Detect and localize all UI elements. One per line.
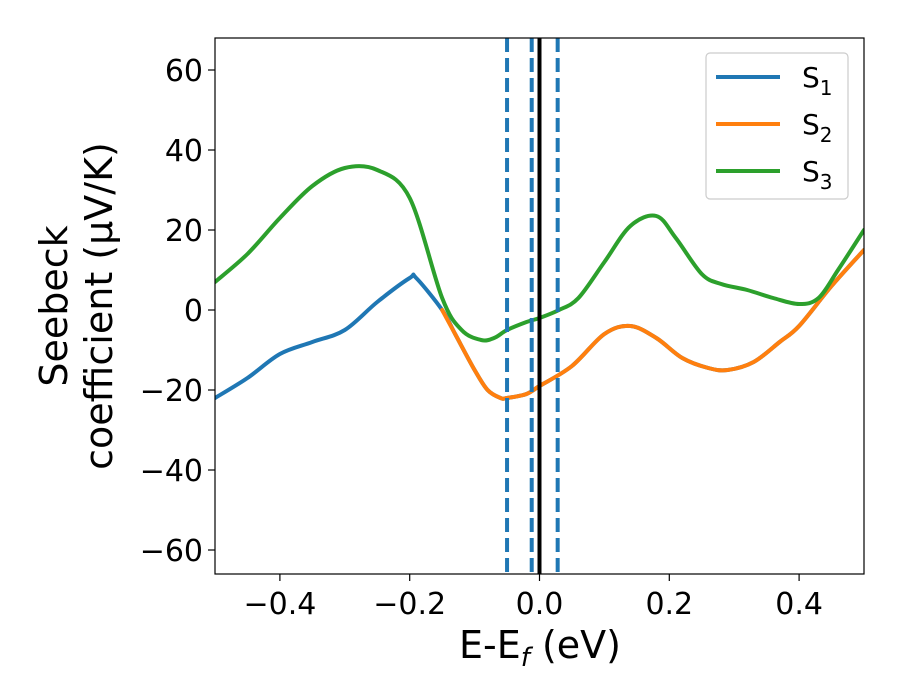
legend-label-s1: S1 bbox=[802, 61, 833, 100]
legend-label-s3: S3 bbox=[802, 155, 833, 194]
series-layer bbox=[215, 164, 864, 401]
y-tick-label: 40 bbox=[165, 134, 203, 169]
y-tick-label: −60 bbox=[140, 534, 203, 569]
x-axis-label-suffix: (eV) bbox=[530, 623, 621, 667]
y-axis-label-line2: coefficient (μV/K) bbox=[77, 142, 121, 470]
series-line-s2 bbox=[440, 248, 864, 401]
y-tick-label: −40 bbox=[140, 454, 203, 489]
x-tick-label: −0.4 bbox=[243, 587, 316, 622]
y-tick-label: 60 bbox=[165, 54, 203, 89]
legend-label-s2: S2 bbox=[802, 108, 833, 147]
x-tick-label: 0.0 bbox=[516, 587, 564, 622]
x-axis-label: E-Ef (eV) bbox=[459, 623, 621, 673]
y-tick-label: 20 bbox=[165, 214, 203, 249]
y-tick-label: 0 bbox=[184, 294, 203, 329]
legend: S1 S2 S3 bbox=[705, 52, 849, 200]
x-tick-label: 0.4 bbox=[775, 587, 823, 622]
vline-layer bbox=[505, 38, 560, 574]
x-tick-label: −0.2 bbox=[373, 587, 446, 622]
y-axis-label-line1: Seebeck bbox=[32, 225, 76, 386]
tick-layer: −0.4 −0.2 0.0 0.2 0.4 −60 −40 −20 0 20 40 60 bbox=[140, 54, 823, 622]
series-line-s3 bbox=[215, 164, 864, 343]
y-tick-label: −20 bbox=[140, 374, 203, 409]
x-tick-label: 0.2 bbox=[645, 587, 693, 622]
